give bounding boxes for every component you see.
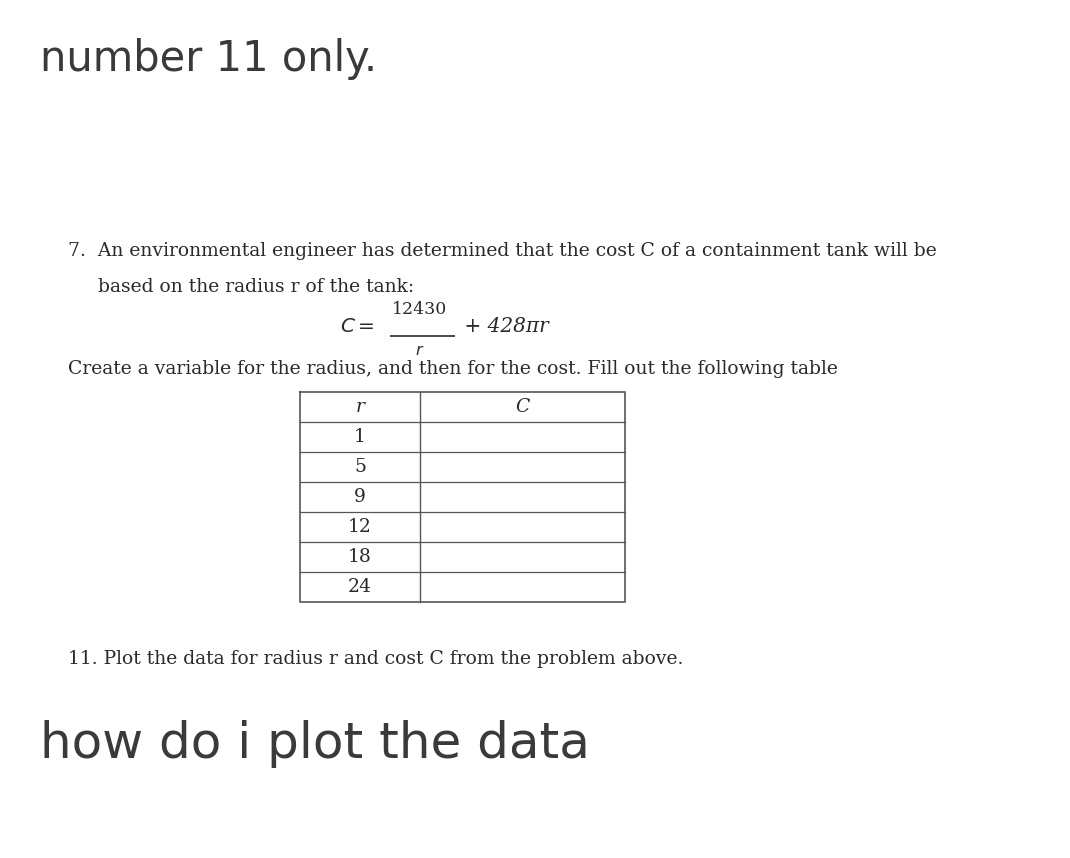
Text: C: C	[516, 398, 530, 416]
Text: 7.  An environmental engineer has determined that the cost C of a containment ta: 7. An environmental engineer has determi…	[68, 242, 936, 260]
Text: $C = $: $C = $	[340, 317, 374, 335]
Text: 9: 9	[354, 488, 366, 506]
Text: 18: 18	[348, 548, 372, 566]
Text: how do i plot the data: how do i plot the data	[40, 720, 590, 768]
Text: 11. Plot the data for radius r and cost C from the problem above.: 11. Plot the data for radius r and cost …	[68, 650, 684, 668]
Text: 12430: 12430	[393, 301, 447, 318]
Text: 1: 1	[354, 428, 366, 446]
Text: 24: 24	[348, 578, 372, 596]
Text: $r$: $r$	[415, 342, 425, 359]
Text: 5: 5	[354, 458, 366, 476]
Text: based on the radius r of the tank:: based on the radius r of the tank:	[68, 278, 414, 296]
Text: Create a variable for the radius, and then for the cost. Fill out the following : Create a variable for the radius, and th…	[68, 360, 838, 378]
Text: r: r	[355, 398, 365, 416]
Text: 12: 12	[348, 518, 372, 536]
Text: number 11 only.: number 11 only.	[40, 38, 377, 80]
Text: + 428πr: + 428πr	[458, 317, 549, 335]
